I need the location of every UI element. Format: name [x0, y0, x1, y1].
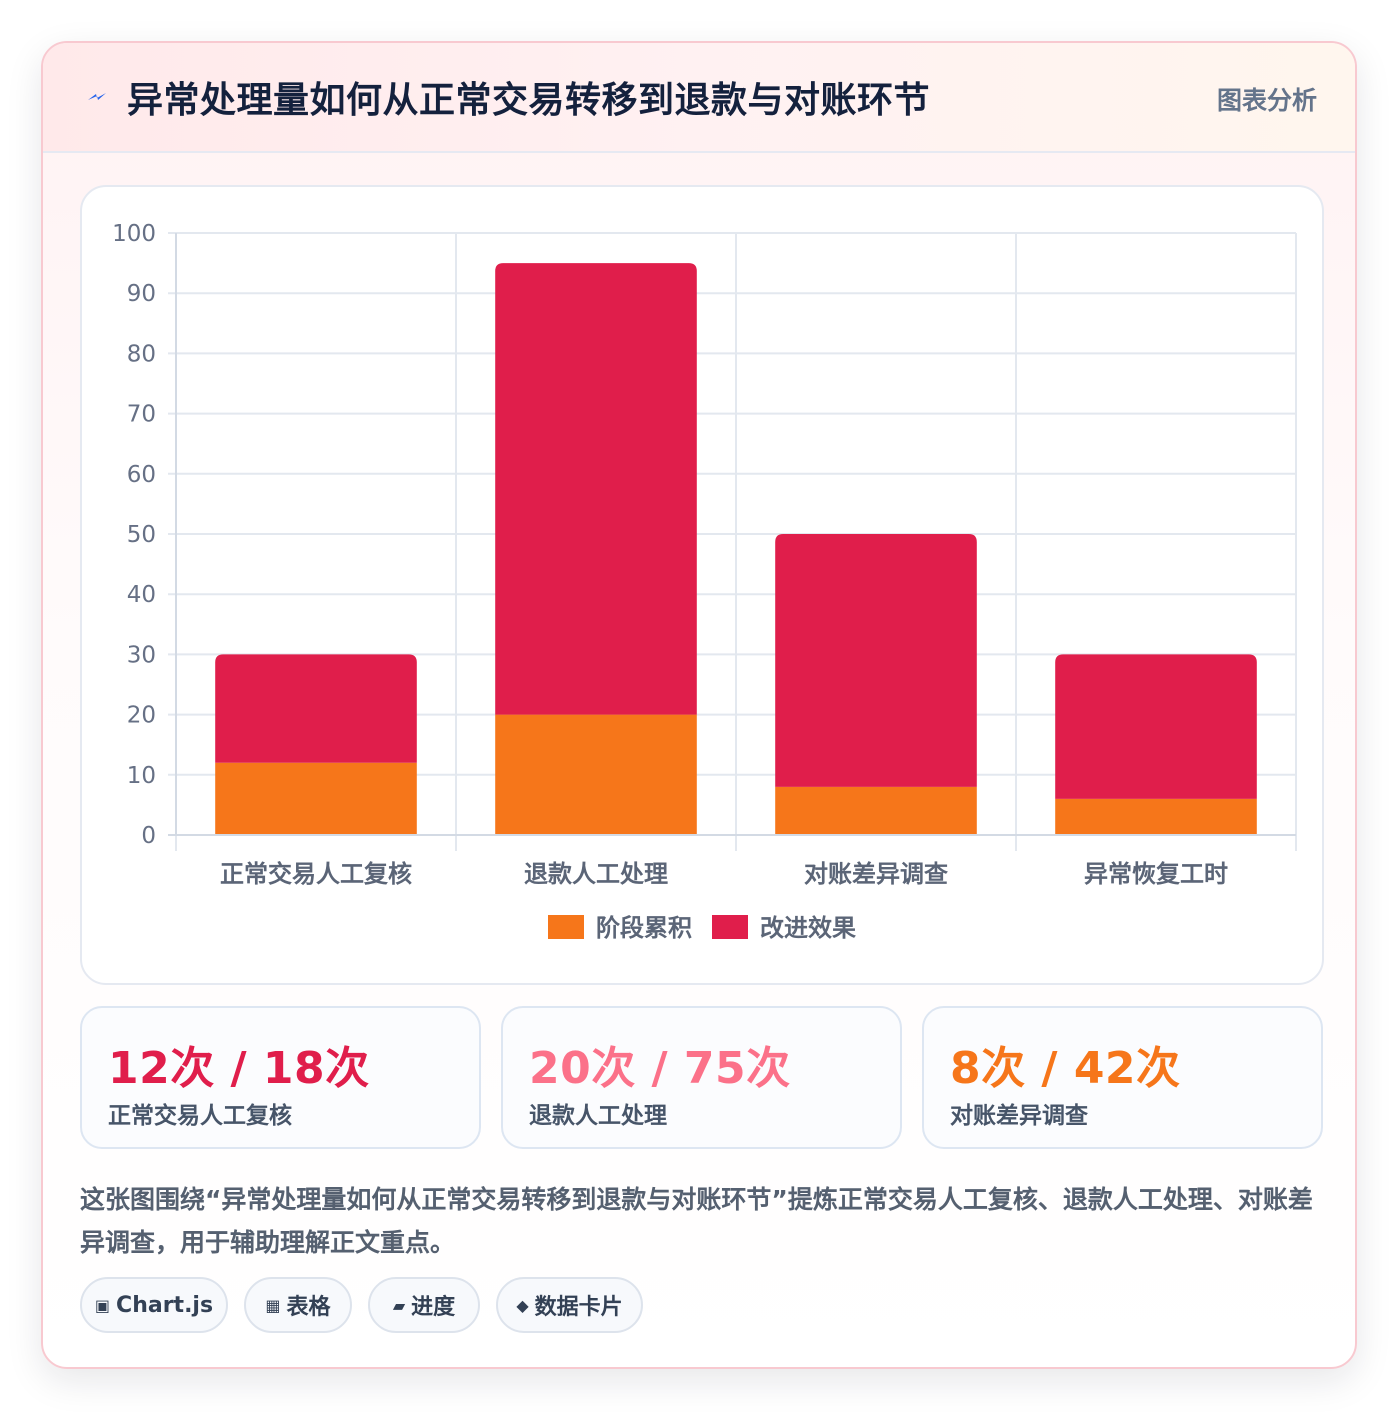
y-tick-label: 90 — [127, 281, 156, 307]
stacked-bar-chart: 0 10 20 30 40 50 60 70 80 90 100 正常交易人工复核 退款人工处理 对账差异… — [112, 221, 1297, 942]
card-header: 异常处理量如何从正常交易转移到退款与对账环节 图表分析 — [43, 43, 1355, 153]
chart-panel: 0 10 20 30 40 50 60 70 80 90 100 正常交易人工复核 退款人工处理 对账差异… — [80, 185, 1324, 985]
stat-label: 退款人工处理 — [529, 1103, 667, 1129]
y-tick-label: 50 — [127, 522, 156, 548]
tag-progress[interactable]: ▰ 进度 — [368, 1277, 480, 1333]
y-tick-label: 80 — [127, 341, 156, 367]
y-tick-label: 0 — [141, 823, 156, 849]
y-tick-label: 70 — [127, 402, 156, 428]
bar-improvement-effect[interactable] — [775, 534, 977, 787]
bar-stage-cumulative[interactable] — [775, 786, 977, 835]
tag-label: Chart.js — [116, 1292, 214, 1318]
x-tick-label: 对账差异调查 — [804, 860, 948, 888]
x-tick-label: 异常恢复工时 — [1084, 860, 1228, 888]
y-tick-label: 20 — [127, 703, 156, 729]
stat-value: 8次 / 42次 — [950, 1043, 1181, 1094]
y-tick-label: 100 — [112, 221, 156, 247]
tag-label: 进度 — [411, 1295, 456, 1320]
stat-card-refund-handling: 20次 / 75次 退款人工处理 — [501, 1006, 902, 1149]
bar-improvement-effect[interactable] — [1055, 654, 1257, 799]
lightning-bolt-icon — [88, 93, 106, 100]
diamond-icon: ◆ — [516, 1295, 529, 1315]
chart-box-icon: ▣ — [94, 1295, 111, 1315]
y-tick-label: 40 — [127, 582, 156, 608]
legend-label[interactable]: 改进效果 — [760, 914, 856, 942]
tag-label: 表格 — [286, 1295, 331, 1320]
tag-table[interactable]: ▦ 表格 — [244, 1277, 352, 1333]
stat-card-reconciliation: 8次 / 42次 对账差异调查 — [922, 1006, 1323, 1149]
legend-swatch — [712, 915, 748, 939]
legend-label[interactable]: 阶段累积 — [596, 914, 692, 942]
table-grid-icon: ▦ — [265, 1295, 281, 1315]
bar-stage-cumulative[interactable] — [1055, 798, 1257, 835]
bar-stage-cumulative[interactable] — [215, 762, 417, 835]
tag-chartjs[interactable]: ▣ Chart.js — [80, 1277, 228, 1333]
bar-improvement-effect[interactable] — [495, 263, 697, 715]
legend-swatch — [548, 915, 584, 939]
x-tick-label: 退款人工处理 — [524, 860, 668, 888]
stat-label: 正常交易人工复核 — [108, 1103, 292, 1129]
bar-stage-cumulative[interactable] — [495, 714, 697, 835]
x-tick-label: 正常交易人工复核 — [220, 860, 412, 888]
progress-bar-icon: ▰ — [392, 1295, 406, 1315]
y-tick-label: 60 — [127, 462, 156, 488]
tag-label: 数据卡片 — [534, 1295, 623, 1320]
bar-improvement-effect[interactable] — [215, 654, 417, 763]
chart-summary: 这张图围绕“异常处理量如何从正常交易转移到退款与对账环节”提炼正常交易人工复核、… — [80, 1185, 1313, 1257]
stat-label: 对账差异调查 — [950, 1103, 1088, 1129]
page-title: 异常处理量如何从正常交易转移到退款与对账环节 — [127, 80, 931, 121]
chart-analysis-badge: 图表分析 — [1216, 86, 1317, 115]
stat-value: 20次 / 75次 — [529, 1043, 791, 1094]
y-tick-label: 30 — [127, 642, 156, 668]
stat-value: 12次 / 18次 — [108, 1043, 370, 1094]
tag-data-card[interactable]: ◆ 数据卡片 — [496, 1277, 643, 1333]
chart-card: 异常处理量如何从正常交易转移到退款与对账环节 图表分析 0 10 20 30 40 50 6… — [41, 41, 1357, 1369]
stat-card-normal-review: 12次 / 18次 正常交易人工复核 — [80, 1006, 481, 1149]
y-tick-label: 10 — [127, 763, 156, 789]
